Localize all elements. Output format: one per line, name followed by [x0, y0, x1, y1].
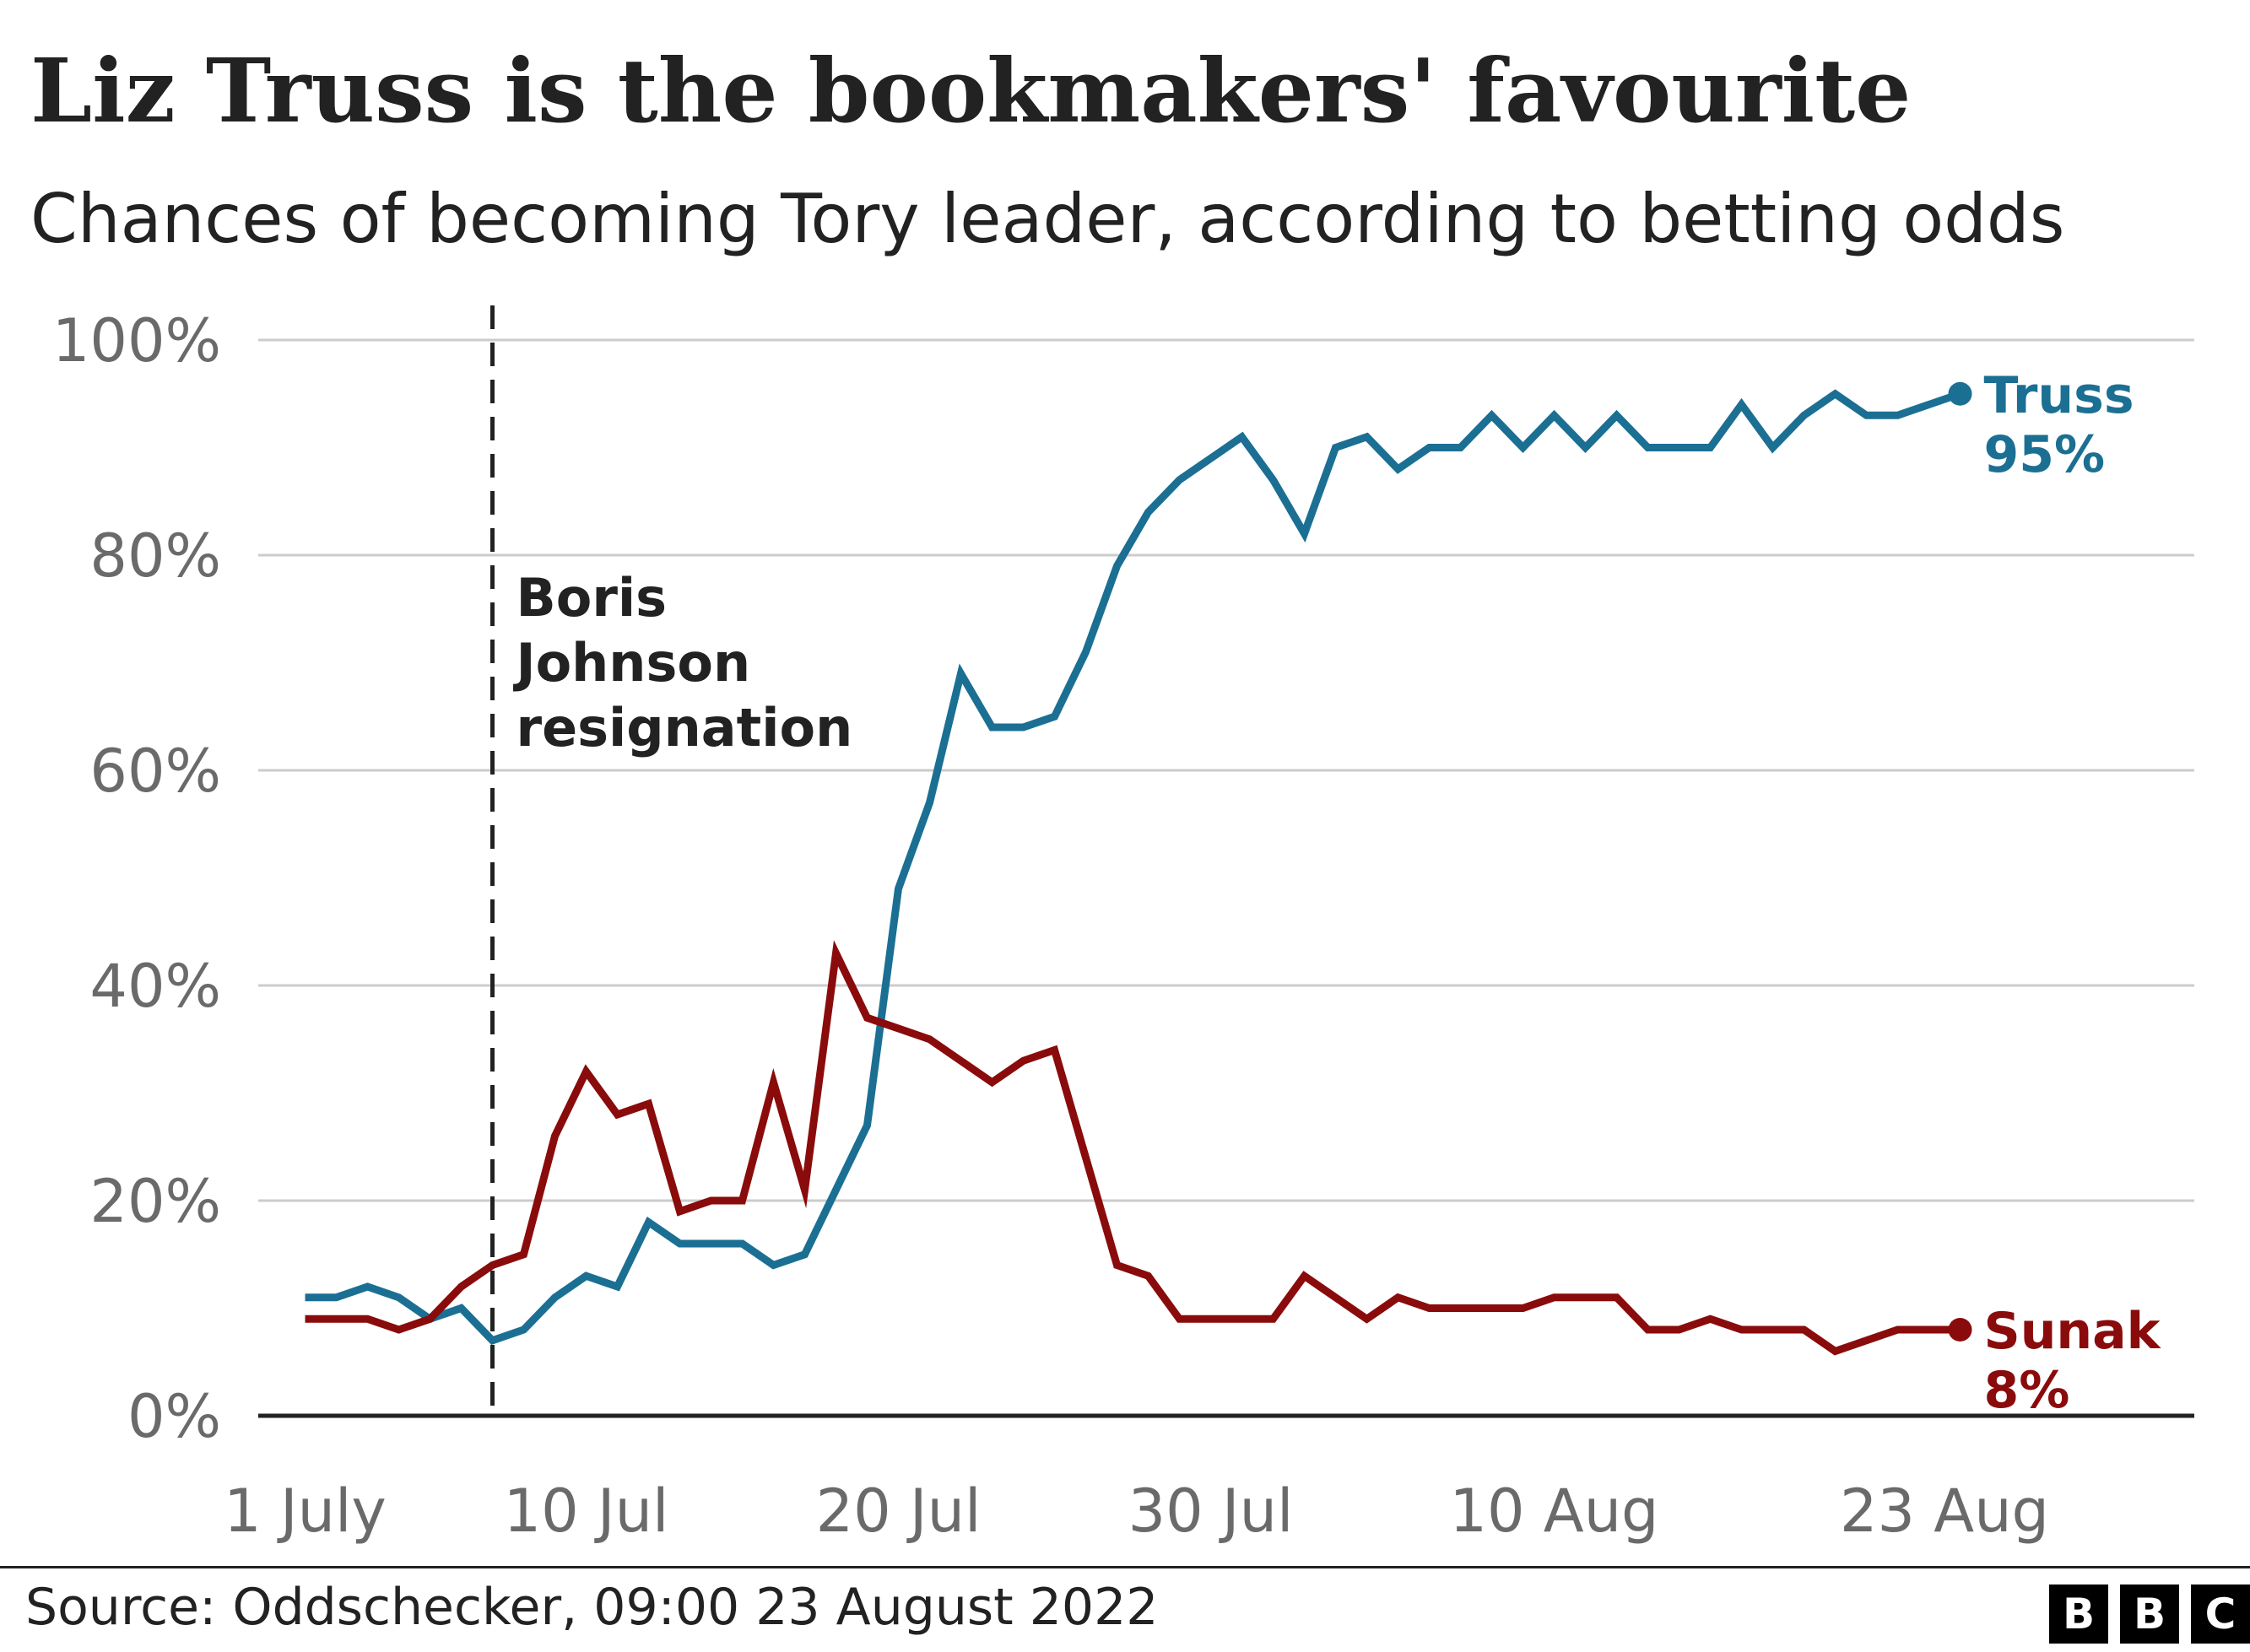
- line-chart: 0% 20% 40% 60% 80% 100% 1 July 10 Jul 20 Jul 30 …: [52, 305, 2194, 1546]
- annotation-text-line: Boris: [517, 567, 668, 629]
- y-tick-label: 20%: [89, 1167, 221, 1236]
- footer-divider: [0, 1566, 2250, 1568]
- x-tick-label: 1 July: [224, 1477, 387, 1546]
- annotation-text-line: Johnson: [513, 632, 751, 694]
- x-tick-label: 30 Jul: [1128, 1477, 1294, 1546]
- x-tick-label: 20 Jul: [816, 1477, 982, 1546]
- bbc-logo-letter: C: [2191, 1585, 2250, 1644]
- series-end-marker-sunak: [1948, 1318, 1972, 1342]
- bbc-logo-letter: B: [2049, 1585, 2108, 1644]
- series-end-marker-truss: [1948, 381, 1972, 406]
- series-label-truss: Truss: [1984, 366, 2134, 425]
- y-tick-label: 60%: [89, 737, 221, 806]
- bbc-logo: B B C: [2049, 1585, 2250, 1644]
- annotation-boris-johnson-resignation: Boris Johnson resignation: [490, 305, 853, 1416]
- x-tick-label: 10 Aug: [1449, 1477, 1658, 1546]
- y-tick-label: 40%: [89, 952, 221, 1021]
- annotation-text: Boris Johnson resignation: [513, 567, 853, 759]
- y-tick-label: 0%: [127, 1382, 221, 1451]
- chart-title: Liz Truss is the bookmakers' favourite: [30, 39, 1912, 143]
- series-line-truss: [305, 389, 1961, 1345]
- y-axis-tick-labels: 0% 20% 40% 60% 80% 100%: [52, 306, 221, 1451]
- x-axis-tick-labels: 1 July 10 Jul 20 Jul 30 Jul 10 Aug 23 Aug: [224, 1477, 2049, 1546]
- series-label-sunak: Sunak: [1984, 1302, 2162, 1361]
- y-tick-label: 80%: [89, 521, 221, 591]
- series-value-truss: 95%: [1984, 425, 2106, 484]
- annotation-text-line: resignation: [517, 697, 853, 759]
- series-line-sunak: [305, 940, 1961, 1356]
- x-tick-label: 10 Jul: [504, 1477, 669, 1546]
- source-note: Source: Oddschecker, 09:00 23 August 202…: [25, 1578, 1159, 1637]
- series-lines: [305, 381, 1972, 1356]
- chart-subtitle: Chances of becoming Tory leader, accordi…: [30, 180, 2065, 258]
- series-value-sunak: 8%: [1984, 1361, 2070, 1420]
- gridlines: [258, 338, 2194, 1418]
- y-tick-label: 100%: [52, 306, 221, 375]
- x-tick-label: 23 Aug: [1840, 1477, 2049, 1546]
- bbc-logo-letter: B: [2120, 1585, 2179, 1644]
